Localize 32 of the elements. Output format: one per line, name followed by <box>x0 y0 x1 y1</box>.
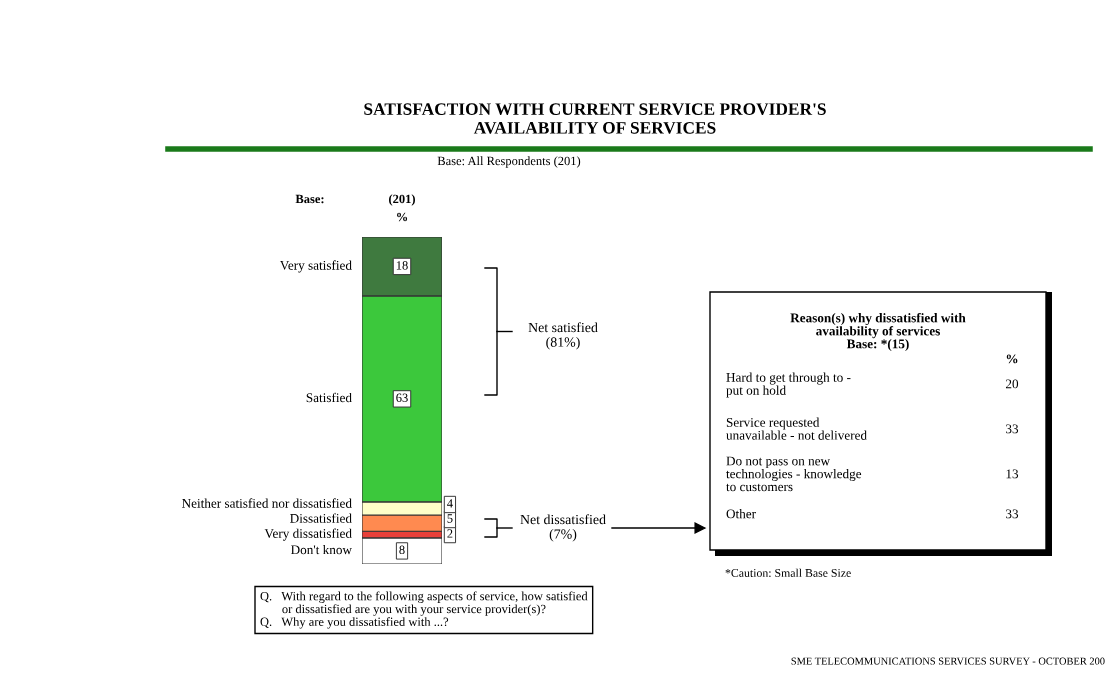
text: Net dissatisfied (7%) <box>520 514 606 542</box>
text: Service requested unavailable - not delivered <box>726 417 867 440</box>
text: Reason(s) why dissatisfied with availability of services Base: *(15) <box>790 312 966 352</box>
series-label: Dissatisfied <box>290 513 352 523</box>
text: Other <box>726 509 756 519</box>
data-label: 4 <box>447 499 453 508</box>
series-label: Very satisfied <box>279 260 352 273</box>
text: *Caution: Small Base Size <box>725 568 851 578</box>
text: SME TELECOMMUNICATIONS SERVICES SURVEY - OCTOBER 200 <box>791 657 1105 665</box>
text: Hard to get through to - put on hold <box>726 372 851 398</box>
text: Do not pass on new technologies - knowledge to customers <box>726 456 862 492</box>
text: Net satisfied (81%) <box>528 322 598 350</box>
text: 33 <box>1006 424 1019 434</box>
series-label: Very dissatisfied <box>264 528 352 541</box>
data-label: 8 <box>399 545 405 555</box>
text: % <box>397 212 408 222</box>
text: Base: All Respondents (201) <box>437 156 581 168</box>
series-label: Neither satisfied nor dissatisfied <box>181 498 352 508</box>
data-label: 5 <box>447 514 453 523</box>
text: SATISFACTION WITH CURRENT SERVICE PROVIDER'S AVAILABILITY OF SERVICES <box>364 103 826 134</box>
text: % <box>1006 354 1018 364</box>
text: 20 <box>1005 379 1019 389</box>
data-label: 63 <box>396 393 408 402</box>
series-label: Don't know <box>290 544 352 555</box>
text: 33 <box>1006 509 1019 519</box>
text: Base: <box>295 194 324 204</box>
text: (201) <box>389 194 415 206</box>
series-label: Satisfied <box>306 392 352 403</box>
text: Q. With regard to the following aspects of service, how satisfied or dissatisfied are you with your service provider(s)? Q. Why are you dissatisfied with ...? <box>260 591 588 629</box>
data-label: 2 <box>447 529 453 538</box>
data-label: 18 <box>396 261 408 270</box>
text: 13 <box>1006 469 1019 479</box>
